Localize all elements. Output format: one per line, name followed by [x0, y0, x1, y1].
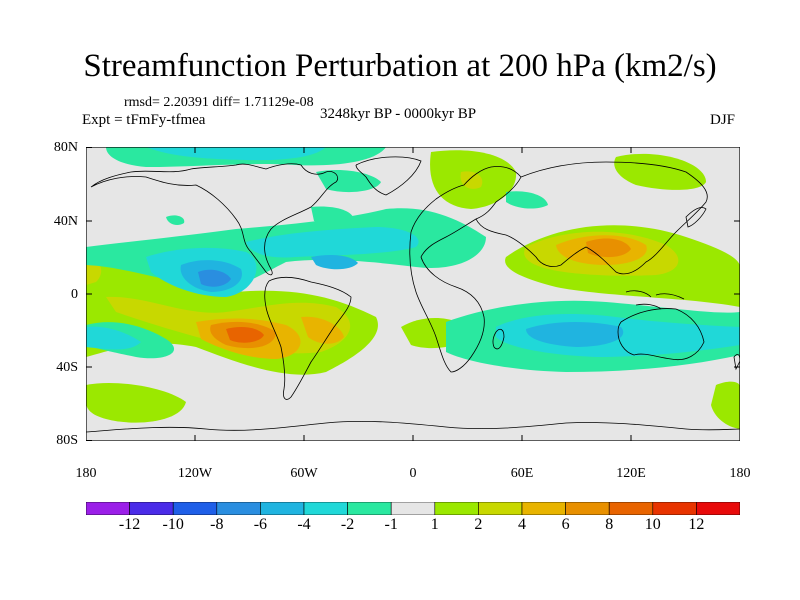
colorbar-tick-label: -10: [162, 516, 184, 533]
colorbar-swatch: [172, 502, 218, 515]
colorbar-swatch: [303, 502, 348, 515]
australia-coast: [617, 308, 705, 361]
contour-positive-4: [460, 171, 483, 189]
rmsd-diff-stats: rmsd= 2.20391 diff= 1.71129e-08: [124, 95, 314, 110]
colorbar-swatch: [565, 502, 610, 515]
axis-ticks: [86, 147, 740, 441]
y-tick-label-0: 0: [71, 287, 78, 302]
colorbar-swatch: [129, 502, 174, 515]
colorbar-swatch: [478, 502, 523, 515]
colorbar-tick-label: 2: [474, 516, 483, 533]
contour-positive-10: [226, 327, 264, 343]
contour-negative-2: [166, 215, 185, 225]
asia-coast: [475, 161, 708, 275]
coastlines: [86, 156, 740, 433]
x-tick-label-180w: 180: [75, 466, 97, 481]
x-tick-label-120w: 120W: [177, 466, 213, 481]
colorbar-tick-label: 8: [605, 516, 614, 533]
season-label: DJF: [710, 112, 736, 128]
chart-title: Streamfunction Perturbation at 200 hPa (…: [83, 48, 717, 84]
colorbar-tick-label: -6: [253, 516, 268, 533]
contour-positive-2: [86, 382, 186, 423]
contour-negative-8: [198, 269, 231, 287]
x-tick-label-60w: 60W: [290, 466, 318, 481]
colorbar-tick-label: -8: [210, 516, 224, 533]
contour-negative-4: [86, 326, 141, 350]
colorbar-tick-label: 4: [518, 516, 526, 533]
x-tick-label-0: 0: [409, 466, 417, 481]
contour-negative-6: [311, 255, 358, 270]
x-tick-label-180e: 180: [729, 466, 751, 481]
north-america-coast: [90, 163, 339, 276]
colorbar-swatch: [86, 502, 130, 515]
x-tick-label-120e: 120E: [616, 466, 646, 481]
colorbar-tick-label: 12: [688, 516, 705, 533]
contour-negative-4: [246, 227, 419, 258]
new-zealand-coast: [733, 354, 740, 371]
contour-negative-2: [506, 191, 548, 209]
contour-positive-6: [301, 316, 344, 344]
colorbar-swatch: [216, 502, 261, 515]
madagascar-coast: [492, 328, 505, 350]
colorbar-tick-label: -1: [384, 516, 398, 533]
contour-negative-4: [146, 147, 326, 161]
colorbar-tick-label: -2: [340, 516, 355, 533]
maritime-continent-coast: [625, 290, 685, 310]
contour-negative-2: [311, 206, 354, 226]
colorbar: [86, 502, 740, 515]
colorbar-swatch: [521, 502, 566, 515]
south-america-coast: [264, 276, 352, 400]
x-tick-label-60e: 60E: [510, 466, 534, 481]
period-label: 3248kyr BP - 0000kyr BP: [320, 106, 477, 122]
colorbar-swatch: [652, 502, 697, 515]
contour-negative-6: [526, 322, 624, 347]
y-tick-label-40s: 40S: [56, 360, 78, 375]
colorbar-swatch: [608, 502, 654, 515]
map-plot: [86, 147, 740, 441]
colorbar-swatch: [696, 502, 740, 515]
contour-positive-8: [586, 238, 631, 258]
colorbar-swatch: [347, 502, 392, 515]
colorbar-tick-label: -12: [118, 516, 141, 533]
colorbar-tick-label: 6: [561, 516, 570, 533]
europe-africa-coast: [409, 166, 522, 373]
colorbar-swatch: [260, 502, 305, 515]
y-tick-label-40n: 40N: [53, 214, 78, 229]
antarctica-coast: [86, 420, 740, 433]
contour-fill-layer: [86, 147, 740, 429]
y-tick-label-80s: 80S: [56, 433, 78, 448]
greenland-coast: [355, 156, 422, 196]
y-tick-label-80n: 80N: [53, 140, 78, 155]
colorbar-tick-label: 1: [430, 516, 439, 533]
colorbar-swatch: [390, 502, 436, 515]
colorbar-tick-label: -4: [297, 516, 311, 533]
japan-coast: [685, 207, 707, 228]
colorbar-tick-label: 10: [644, 516, 661, 533]
colorbar-swatch: [434, 502, 479, 515]
experiment-label: Expt = tFmFy-tfmea: [82, 112, 206, 128]
contour-positive-2: [711, 381, 740, 429]
